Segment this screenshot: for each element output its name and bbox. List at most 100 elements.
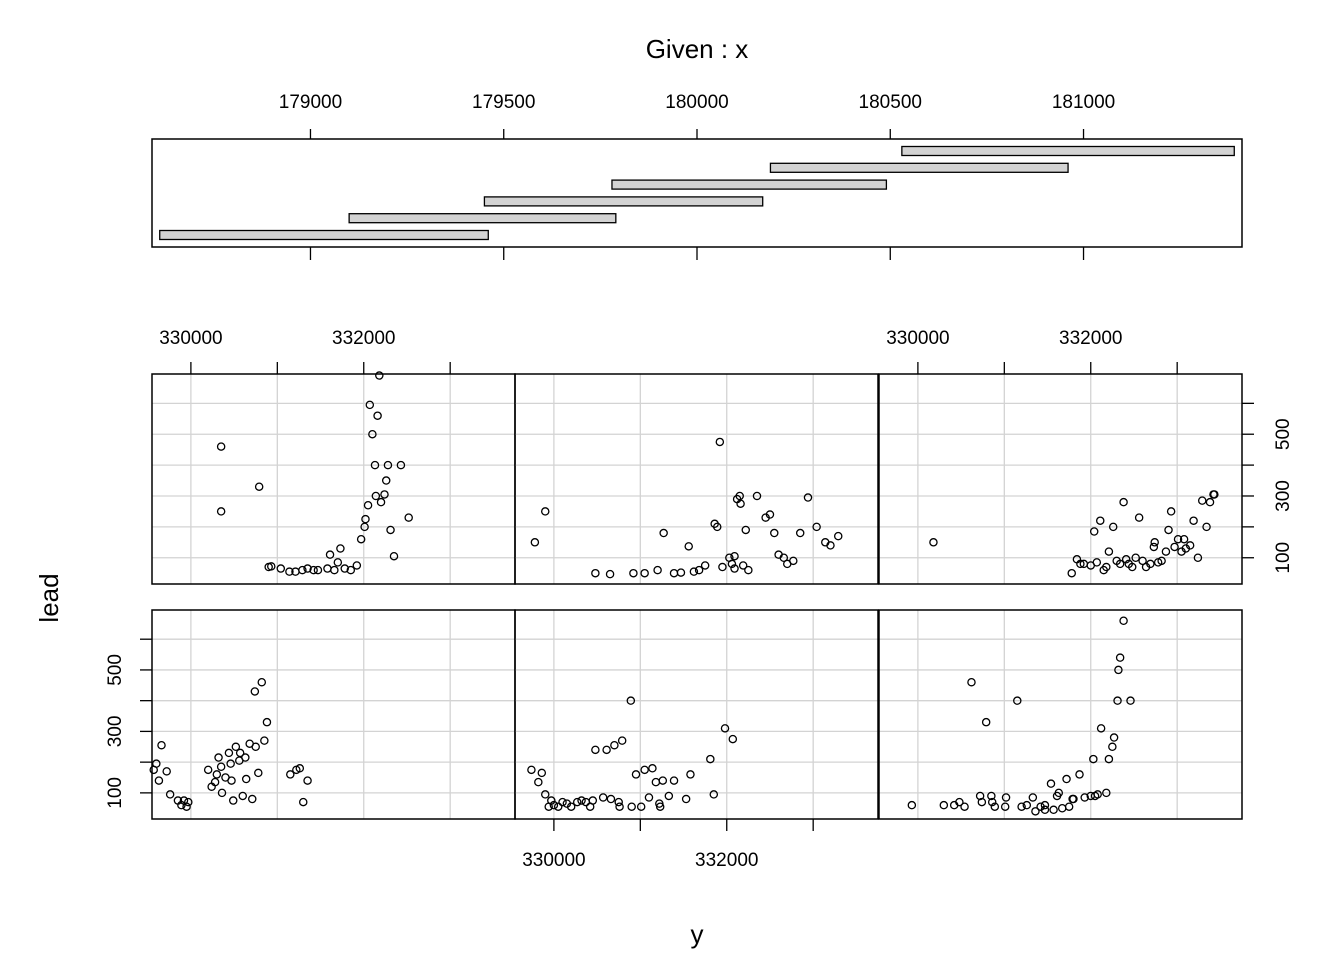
data-point: [541, 790, 550, 799]
data-point: [738, 561, 748, 570]
x-tick-label-top: 330000: [159, 328, 222, 349]
panel-5: [514, 373, 879, 585]
data-point: [340, 564, 349, 573]
data-point: [376, 497, 386, 507]
data-point: [1108, 522, 1118, 532]
data-point: [955, 797, 964, 807]
data-point: [1189, 516, 1198, 525]
data-point: [1102, 562, 1111, 572]
data-point: [365, 400, 375, 410]
data-point: [227, 776, 236, 785]
data-point: [1166, 507, 1176, 516]
data-point: [1170, 542, 1179, 552]
y-tick-label-left: 300: [105, 716, 126, 748]
given-interval-bar: [611, 179, 888, 190]
data-point: [363, 500, 373, 510]
data-point: [1064, 802, 1074, 811]
data-point: [960, 802, 969, 811]
data-point: [216, 762, 226, 772]
data-point: [990, 802, 1000, 811]
data-point: [298, 797, 308, 807]
data-point: [1157, 556, 1166, 566]
data-point: [298, 565, 307, 575]
data-point: [1092, 558, 1102, 567]
panel-axes: 330000 332000 330000 332000 330000 332000 100 3…: [105, 328, 1294, 871]
data-point: [157, 740, 166, 750]
data-point: [210, 777, 220, 787]
data-point: [694, 565, 704, 575]
data-point: [681, 794, 691, 804]
data-point: [1062, 774, 1071, 784]
data-point: [1119, 497, 1128, 507]
data-point: [162, 767, 171, 776]
data-point: [1075, 770, 1084, 779]
data-point: [627, 802, 636, 811]
data-point: [614, 797, 623, 807]
data-point: [689, 567, 699, 576]
data-point: [718, 562, 727, 572]
given-tick-label: 180500: [859, 92, 922, 113]
data-point: [1076, 559, 1085, 569]
data-point: [644, 793, 654, 802]
data-point: [238, 791, 247, 801]
panel-frame: [514, 609, 879, 820]
given-title: Given : x: [646, 34, 749, 64]
data-point: [1121, 555, 1131, 564]
data-point: [606, 794, 616, 804]
data-point: [352, 561, 362, 570]
data-point: [1202, 522, 1211, 532]
data-point: [1209, 490, 1218, 499]
data-point: [581, 797, 591, 807]
data-point: [664, 791, 674, 801]
data-point: [577, 796, 586, 805]
data-point: [651, 777, 661, 787]
data-point: [276, 564, 286, 573]
x-tick-label-top: 332000: [332, 328, 395, 349]
data-point: [558, 797, 567, 807]
panel-1: [149, 609, 516, 820]
data-point: [541, 507, 550, 516]
given-interval-bar: [769, 162, 1069, 173]
data-point: [655, 802, 665, 811]
data-point: [216, 442, 226, 451]
data-point: [262, 717, 272, 727]
data-point: [549, 800, 559, 810]
data-point: [588, 796, 598, 805]
data-point: [1114, 665, 1123, 675]
data-point: [371, 491, 381, 501]
given-tick-label: 180000: [665, 92, 728, 113]
panel-frame: [878, 373, 1243, 585]
data-point: [1205, 497, 1215, 507]
y-axis-label: lead: [34, 573, 64, 622]
data-point: [700, 561, 710, 570]
data-point: [1000, 802, 1010, 811]
data-point: [720, 724, 730, 733]
data-point: [1093, 790, 1102, 799]
data-point: [640, 568, 649, 578]
data-point: [939, 800, 949, 810]
data-point: [1149, 542, 1159, 552]
data-point: [1197, 496, 1207, 505]
data-point: [1164, 525, 1173, 535]
x-tick-label-bottom: 330000: [522, 850, 585, 871]
data-point: [712, 522, 722, 532]
data-point: [1067, 568, 1076, 578]
data-point: [1096, 516, 1105, 525]
data-point: [640, 765, 649, 775]
data-point: [375, 371, 384, 380]
data-point: [1108, 742, 1117, 752]
given-tick-label: 179000: [279, 92, 342, 113]
data-point: [1179, 534, 1189, 544]
data-point: [250, 687, 260, 696]
data-point: [1185, 541, 1195, 550]
data-point: [396, 460, 406, 470]
data-point: [214, 753, 223, 762]
data-point: [812, 522, 821, 532]
data-point: [1113, 696, 1122, 705]
data-point: [653, 565, 662, 575]
data-point: [333, 558, 343, 567]
data-point: [182, 802, 191, 811]
data-point: [626, 696, 636, 705]
data-point: [669, 568, 679, 578]
data-point: [803, 493, 813, 502]
